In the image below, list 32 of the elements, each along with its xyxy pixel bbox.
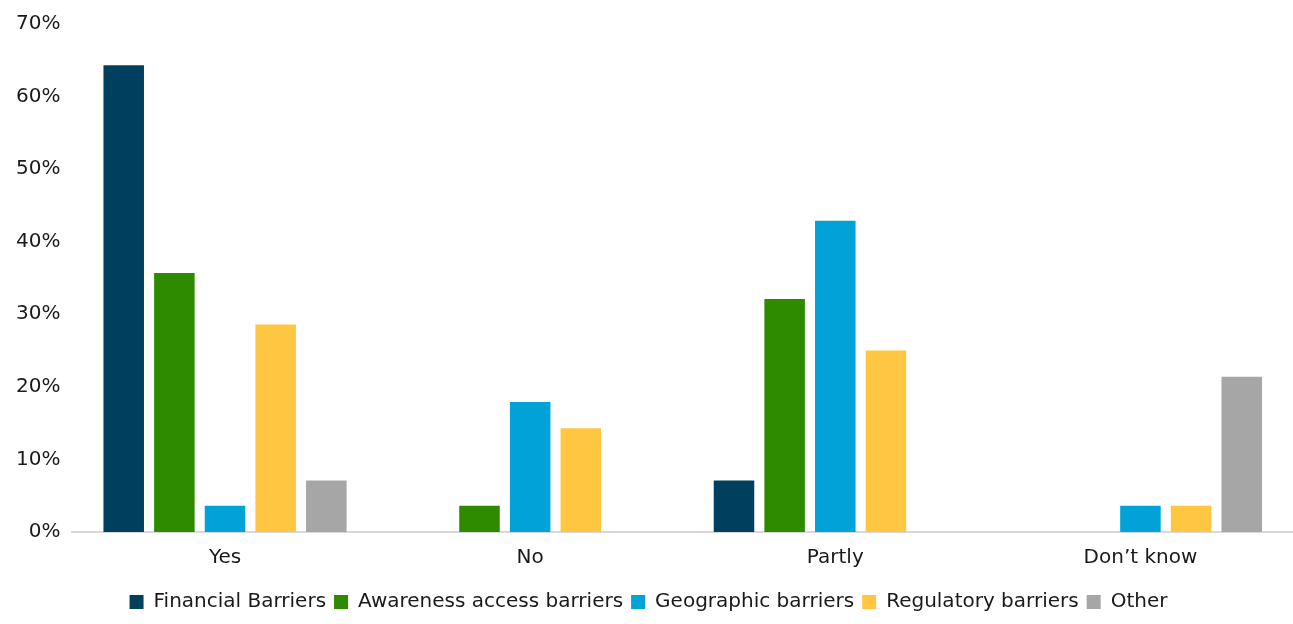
legend-label: Financial Barriers	[153, 588, 327, 613]
legend-label: Awareness access barriers	[358, 588, 624, 613]
bar	[509, 402, 551, 532]
y-tick-label: 70%	[16, 10, 61, 35]
y-tick-label: 30%	[16, 300, 61, 325]
legend-label: Geographic barriers	[655, 588, 855, 613]
bar	[1170, 505, 1212, 532]
y-tick-label: 60%	[16, 82, 61, 107]
y-tick-label: 40%	[16, 227, 61, 252]
bar	[815, 220, 856, 532]
bar	[154, 272, 195, 532]
x-tick-label: No	[516, 544, 544, 569]
bar	[1120, 505, 1161, 532]
bar	[713, 480, 755, 532]
x-tick-label: Yes	[207, 544, 242, 569]
bar	[560, 428, 602, 532]
bar	[764, 299, 805, 532]
bar	[459, 505, 500, 532]
x-tick-label: Partly	[806, 544, 864, 569]
legend-label: Other	[1110, 588, 1169, 613]
bar	[255, 324, 296, 532]
y-tick-label: 50%	[16, 155, 61, 180]
legend-label: Regulatory barriers	[886, 588, 1079, 613]
y-tick-label: 20%	[16, 373, 61, 398]
y-tick-label: 10%	[16, 445, 61, 470]
bar	[865, 350, 907, 532]
x-tick-label: Don’t know	[1083, 544, 1198, 569]
bar	[103, 65, 144, 532]
bar	[1221, 376, 1262, 532]
bar	[204, 505, 246, 532]
y-tick-label: 0%	[28, 518, 61, 543]
bar	[306, 480, 347, 532]
